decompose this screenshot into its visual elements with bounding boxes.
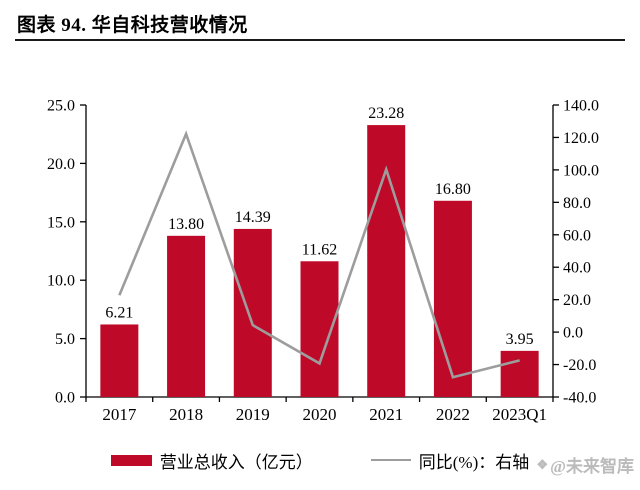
bar-value-label: 16.80 — [435, 181, 471, 198]
revenue-bar — [433, 200, 472, 397]
legend-label-yoy: 同比(%)：右轴 — [418, 452, 530, 472]
category-label: 2017 — [102, 405, 137, 424]
bar-value-label: 11.62 — [302, 241, 337, 258]
legend-line-swatch — [370, 458, 411, 462]
revenue-bar — [500, 350, 539, 397]
right-tick-label: 120.0 — [563, 130, 599, 147]
figure-title: 图表 94. 华自科技营收情况 — [17, 15, 248, 36]
watermark: ❖ @未来智库 — [537, 452, 634, 477]
bar-value-label: 23.28 — [368, 105, 404, 122]
revenue-bar — [300, 261, 339, 397]
chart-legend: 营业总收入（亿元） 同比(%)：右轴 — [0, 447, 640, 473]
left-tick-label: 10.0 — [47, 273, 75, 290]
right-tick-label: 100.0 — [563, 162, 599, 179]
right-tick-label: 60.0 — [563, 227, 591, 244]
category-label: 2022 — [436, 405, 470, 424]
watermark-text: @未来智库 — [550, 457, 634, 476]
category-label: 2023Q1 — [492, 405, 547, 424]
category-label: 2020 — [303, 405, 337, 424]
title-underline — [15, 39, 625, 41]
yoy-line — [118, 130, 520, 379]
right-tick-label: 80.0 — [563, 195, 591, 212]
revenue-bar — [233, 228, 272, 397]
legend-bar-swatch — [110, 454, 152, 466]
right-tick-label: 40.0 — [563, 260, 591, 277]
revenue-bar — [100, 324, 139, 397]
revenue-bar — [167, 235, 206, 397]
right-tick-label: 0.0 — [563, 325, 583, 342]
legend-item-revenue: 营业总收入（亿元） — [110, 448, 313, 473]
left-tick-label: 20.0 — [47, 156, 75, 173]
bar-value-label: 14.39 — [235, 209, 271, 226]
right-tick-label: -40.0 — [563, 390, 596, 407]
right-tick-label: 20.0 — [563, 292, 591, 309]
revenue-chart: 0.0 5.0 10.0 15.0 20.0 25.0 -40.0 -20.0 0.0 20.0 4… — [47, 98, 599, 425]
left-tick-label: 25.0 — [47, 98, 75, 115]
left-tick-label: 0.0 — [55, 390, 75, 407]
left-tick-label: 15.0 — [47, 214, 75, 231]
watermark-logo-icon: ❖ — [536, 456, 549, 472]
left-tick-label: 5.0 — [55, 331, 75, 348]
right-tick-label: -20.0 — [563, 357, 596, 374]
legend-item-yoy: 同比(%)：右轴 — [370, 448, 530, 473]
category-label: 2018 — [169, 405, 203, 424]
category-label: 2021 — [369, 405, 403, 424]
category-label: 2019 — [236, 405, 270, 424]
legend-label-revenue: 营业总收入（亿元） — [159, 452, 313, 472]
bar-value-label: 13.80 — [168, 216, 204, 233]
right-tick-label: 140.0 — [563, 98, 599, 115]
bar-value-label: 3.95 — [506, 331, 534, 348]
bar-value-label: 6.21 — [105, 304, 133, 321]
